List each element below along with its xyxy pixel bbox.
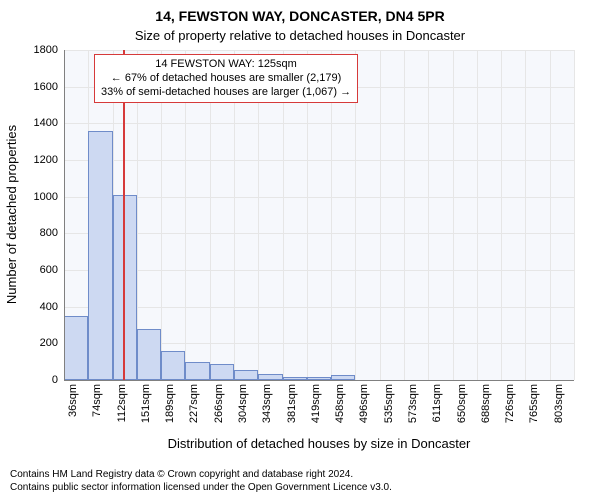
grid-line-v	[477, 50, 478, 380]
x-tick-label: 803sqm	[553, 384, 565, 423]
grid-line-h	[64, 123, 574, 124]
x-tick-label: 343sqm	[261, 384, 273, 423]
y-tick-label: 1600	[34, 81, 64, 93]
bar	[210, 364, 234, 380]
footer-line-1: Contains HM Land Registry data © Crown c…	[10, 469, 392, 482]
x-axis-label: Distribution of detached houses by size …	[64, 436, 574, 451]
grid-line-v	[380, 50, 381, 380]
grid-line-v	[550, 50, 551, 380]
bar	[161, 351, 185, 380]
grid-line-v	[525, 50, 526, 380]
bar	[137, 329, 161, 380]
y-tick-label: 1800	[34, 44, 64, 56]
y-tick-label: 0	[52, 374, 64, 386]
grid-line-h	[64, 160, 574, 161]
grid-line-h	[64, 233, 574, 234]
histogram-chart: 14 FEWSTON WAY: 125sqm ← 67% of detached…	[64, 50, 574, 380]
x-tick-label: 151sqm	[140, 384, 152, 423]
x-tick-label: 227sqm	[188, 384, 200, 423]
x-tick-label: 688sqm	[480, 384, 492, 423]
footer-line-2: Contains public sector information licen…	[10, 482, 392, 495]
x-tick-label: 36sqm	[67, 384, 79, 417]
y-tick-label: 1200	[34, 154, 64, 166]
x-axis-line	[64, 380, 574, 381]
x-tick-label: 419sqm	[310, 384, 322, 423]
grid-line-h	[64, 50, 574, 51]
footer-attribution: Contains HM Land Registry data © Crown c…	[10, 469, 392, 494]
y-tick-label: 400	[40, 301, 64, 313]
x-tick-label: 381sqm	[286, 384, 298, 423]
x-tick-label: 726sqm	[504, 384, 516, 423]
y-tick-label: 600	[40, 264, 64, 276]
callout-line-1: 14 FEWSTON WAY: 125sqm	[101, 58, 351, 72]
grid-line-v	[501, 50, 502, 380]
page-title: 14, FEWSTON WAY, DONCASTER, DN4 5PR	[0, 0, 600, 26]
y-tick-label: 200	[40, 337, 64, 349]
y-tick-label: 1000	[34, 191, 64, 203]
y-axis-line	[64, 50, 65, 380]
x-tick-label: 535sqm	[383, 384, 395, 423]
y-tick-label: 1400	[34, 117, 64, 129]
x-tick-label: 266sqm	[213, 384, 225, 423]
grid-line-h	[64, 270, 574, 271]
grid-line-v	[453, 50, 454, 380]
x-tick-label: 496sqm	[358, 384, 370, 423]
grid-line-v	[574, 50, 575, 380]
x-tick-label: 458sqm	[334, 384, 346, 423]
x-tick-label: 304sqm	[237, 384, 249, 423]
bar	[88, 131, 112, 380]
bar	[113, 195, 137, 380]
y-tick-label: 800	[40, 227, 64, 239]
x-tick-label: 650sqm	[456, 384, 468, 423]
grid-line-h	[64, 307, 574, 308]
bar	[185, 362, 209, 380]
bar	[234, 370, 258, 380]
x-tick-label: 74sqm	[91, 384, 103, 417]
y-axis-label: Number of detached properties	[4, 125, 19, 304]
bar	[64, 316, 88, 380]
grid-line-v	[428, 50, 429, 380]
page-subtitle: Size of property relative to detached ho…	[0, 26, 600, 43]
x-tick-label: 573sqm	[407, 384, 419, 423]
callout-line-2: ← 67% of detached houses are smaller (2,…	[101, 72, 351, 86]
x-tick-label: 765sqm	[528, 384, 540, 423]
grid-line-h	[64, 197, 574, 198]
callout-box: 14 FEWSTON WAY: 125sqm ← 67% of detached…	[94, 54, 358, 103]
callout-line-3: 33% of semi-detached houses are larger (…	[101, 86, 351, 100]
x-tick-label: 189sqm	[164, 384, 176, 423]
x-tick-label: 611sqm	[431, 384, 443, 422]
x-tick-label: 112sqm	[116, 384, 128, 422]
grid-line-v	[404, 50, 405, 380]
